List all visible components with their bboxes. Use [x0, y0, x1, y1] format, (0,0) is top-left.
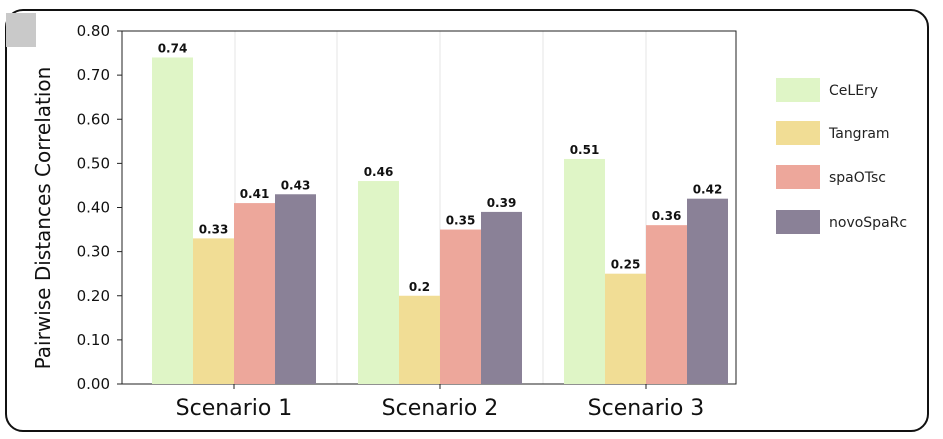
- bar-novosparc-1: [275, 194, 316, 384]
- legend-swatch-celery: [776, 78, 820, 102]
- bar-tangram-2: [399, 295, 440, 384]
- bar-tangram-1: [193, 238, 234, 384]
- bar-novosparc-2: [481, 211, 522, 384]
- data-label: 0.46: [364, 165, 394, 179]
- bar-tangram-3: [605, 273, 646, 384]
- bar-novosparc-3: [687, 198, 728, 384]
- bar-spaotsc-3: [646, 225, 687, 384]
- data-label: 0.2: [409, 280, 430, 294]
- legend-label-celery: CeLEry: [829, 83, 878, 99]
- bar-spaotsc-2: [440, 229, 481, 384]
- x-axis-categories: Scenario 1 Scenario 2 Scenario 3: [176, 384, 705, 421]
- legend-swatch-tangram: [776, 121, 820, 145]
- y-axis-label: Pairwise Distances Correlation: [31, 67, 55, 370]
- bar-celery-1: [152, 57, 193, 384]
- data-label: 0.51: [570, 143, 600, 157]
- data-label: 0.41: [240, 187, 270, 201]
- y-tick-label: 0.70: [77, 66, 110, 84]
- y-tick-label: 0.40: [77, 199, 110, 217]
- y-tick-label: 0.20: [77, 287, 110, 305]
- y-axis-ticks: 0.00 0.10 0.20 0.30 0.40 0.50 0.60 0.70 0.80: [77, 22, 122, 393]
- x-category-label: Scenario 2: [382, 396, 499, 421]
- legend-swatch-novosparc: [776, 210, 820, 234]
- y-tick-label: 0.00: [77, 375, 110, 393]
- bar-celery-3: [564, 158, 605, 384]
- y-tick-label: 0.80: [77, 22, 110, 40]
- bar-spaotsc-1: [234, 203, 275, 384]
- data-label: 0.33: [199, 222, 229, 236]
- y-tick-label: 0.10: [77, 331, 110, 349]
- corner-marker: [6, 13, 36, 47]
- bar-celery-2: [358, 181, 399, 384]
- legend-label-novosparc: novoSpaRc: [829, 215, 907, 231]
- y-tick-label: 0.50: [77, 154, 110, 172]
- legend: CeLEry Tangram spaOTsc novoSpaRc: [776, 78, 907, 234]
- bars: 0.74 0.33 0.41 0.43 0.46 0.2 0.35 0.39 0.51 0.25 0…: [152, 41, 728, 384]
- data-label: 0.25: [611, 258, 641, 272]
- x-category-label: Scenario 3: [588, 396, 705, 421]
- legend-swatch-spaotsc: [776, 165, 820, 189]
- x-category-label: Scenario 1: [176, 396, 293, 421]
- data-label: 0.74: [158, 41, 188, 55]
- data-label: 0.39: [487, 196, 517, 210]
- data-label: 0.36: [652, 209, 682, 223]
- data-label: 0.43: [281, 178, 311, 192]
- y-tick-label: 0.30: [77, 243, 110, 261]
- legend-label-spaotsc: spaOTsc: [829, 170, 886, 186]
- legend-label-tangram: Tangram: [828, 126, 890, 142]
- y-tick-label: 0.60: [77, 110, 110, 128]
- data-label: 0.42: [693, 183, 723, 197]
- data-label: 0.35: [446, 214, 476, 228]
